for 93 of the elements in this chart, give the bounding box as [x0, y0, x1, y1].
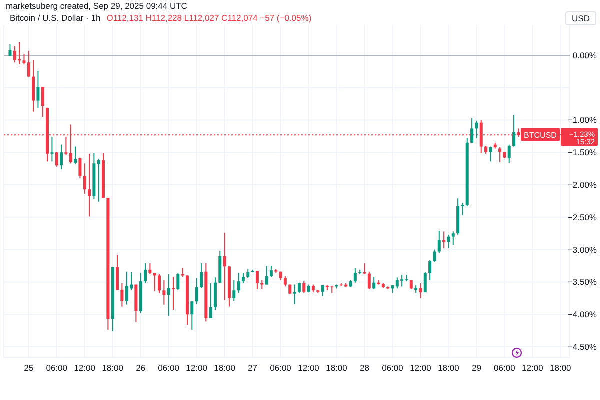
x-tick-label: 29	[472, 363, 482, 373]
candlestick	[265, 266, 268, 286]
x-tick-label: 18:00	[102, 363, 124, 373]
candlestick	[498, 146, 502, 163]
candlestick	[97, 158, 100, 202]
x-tick-label: 25	[24, 363, 34, 373]
candlestick	[256, 270, 259, 290]
x-tick-label: 12:00	[522, 363, 544, 373]
candlestick	[302, 281, 306, 294]
y-tick-label: −1.00%	[568, 115, 598, 126]
x-tick-label: 18:00	[550, 363, 572, 373]
candlestick	[74, 146, 78, 165]
candlestick	[372, 276, 376, 290]
candlestick	[424, 272, 427, 294]
candlestick	[232, 280, 236, 302]
ref-line-label: BTCUSD	[524, 131, 558, 140]
candlestick	[246, 268, 250, 279]
candlestick	[284, 276, 287, 288]
candlestick	[153, 272, 156, 292]
candlestick	[27, 50, 30, 78]
x-tick-label: 12:00	[186, 363, 208, 373]
candlestick	[50, 136, 54, 162]
candlestick	[148, 262, 152, 275]
candlestick	[512, 114, 516, 148]
x-tick-label: 18:00	[214, 363, 236, 373]
y-tick-label: −1.50%	[568, 148, 598, 158]
x-tick-label: 06:00	[382, 363, 404, 373]
x-tick-label: 27	[248, 363, 258, 373]
candlestick	[36, 70, 40, 108]
candlestick	[144, 262, 147, 284]
candlestick	[55, 151, 58, 168]
candlestick	[237, 272, 240, 294]
y-tick-label: −4.00%	[568, 310, 598, 320]
candlestick	[270, 266, 273, 278]
x-tick-label: 26	[136, 363, 146, 373]
candlestick	[176, 272, 180, 290]
candlestick	[195, 278, 198, 305]
candlestick	[64, 136, 68, 156]
candlestick	[508, 144, 511, 164]
candlestick	[298, 282, 301, 294]
candlestick	[419, 282, 422, 299]
candlestick	[41, 86, 44, 118]
x-tick-label: 06:00	[494, 363, 516, 373]
x-tick-label: 18:00	[326, 363, 348, 373]
y-tick-label: −2.00%	[568, 180, 598, 190]
candlestick	[438, 230, 441, 254]
candlestick	[447, 234, 450, 250]
candlestick	[470, 118, 474, 144]
text: USD	[572, 14, 590, 24]
y-tick-label: −4.50%	[568, 342, 598, 352]
candlestick	[190, 301, 194, 331]
candlestick	[88, 153, 92, 218]
x-tick-label: 12:00	[74, 363, 96, 373]
candlestick	[172, 276, 175, 311]
candlestick	[442, 231, 446, 250]
y-tick-label: −3.50%	[568, 277, 598, 288]
candlestick	[461, 202, 464, 216]
x-tick-label: 28	[360, 363, 370, 373]
candlestick	[242, 272, 245, 284]
y-tick-label: 0.00%	[572, 50, 598, 60]
candlestick	[368, 271, 371, 290]
candlestick	[489, 146, 492, 162]
candlestick	[293, 284, 296, 305]
chart-title: Bitcoin / U.S. Dollar · 1h	[10, 13, 101, 23]
candlestick	[452, 231, 455, 246]
candlestick	[78, 157, 82, 180]
x-tick-label: 12:00	[410, 363, 432, 373]
x-tick-label: 06:00	[158, 363, 180, 373]
candlestick	[162, 280, 166, 306]
x-tick-label: 06:00	[46, 363, 68, 373]
x-tick-label: 12:00	[298, 363, 320, 373]
text: marketsuberg created, Sep 29, 2025 09:44 UTC	[6, 1, 188, 11]
candlestick	[209, 282, 212, 319]
candlestick	[433, 249, 436, 263]
candlestick	[116, 254, 120, 290]
candlestick	[260, 280, 264, 290]
candlestick	[22, 54, 26, 66]
candlestick	[120, 282, 124, 308]
candlestick	[83, 163, 86, 195]
candlestick	[32, 59, 36, 112]
candlestick	[60, 144, 64, 170]
x-tick-label: 18:00	[438, 363, 460, 373]
candlestick	[428, 260, 432, 281]
y-tick-label: −2.50%	[568, 212, 598, 222]
candlestick	[363, 262, 366, 275]
candlestick	[223, 232, 226, 301]
candlestick	[200, 262, 203, 289]
candlestick	[167, 274, 170, 316]
y-tick-label: −3.00%	[568, 244, 598, 255]
candlestick	[158, 274, 161, 294]
candlestick	[475, 120, 478, 139]
x-tick-label: 06:00	[270, 363, 292, 373]
text: O112,131 H112,228 L112,027 C112,074 −57 (−0.05%)	[106, 13, 312, 23]
